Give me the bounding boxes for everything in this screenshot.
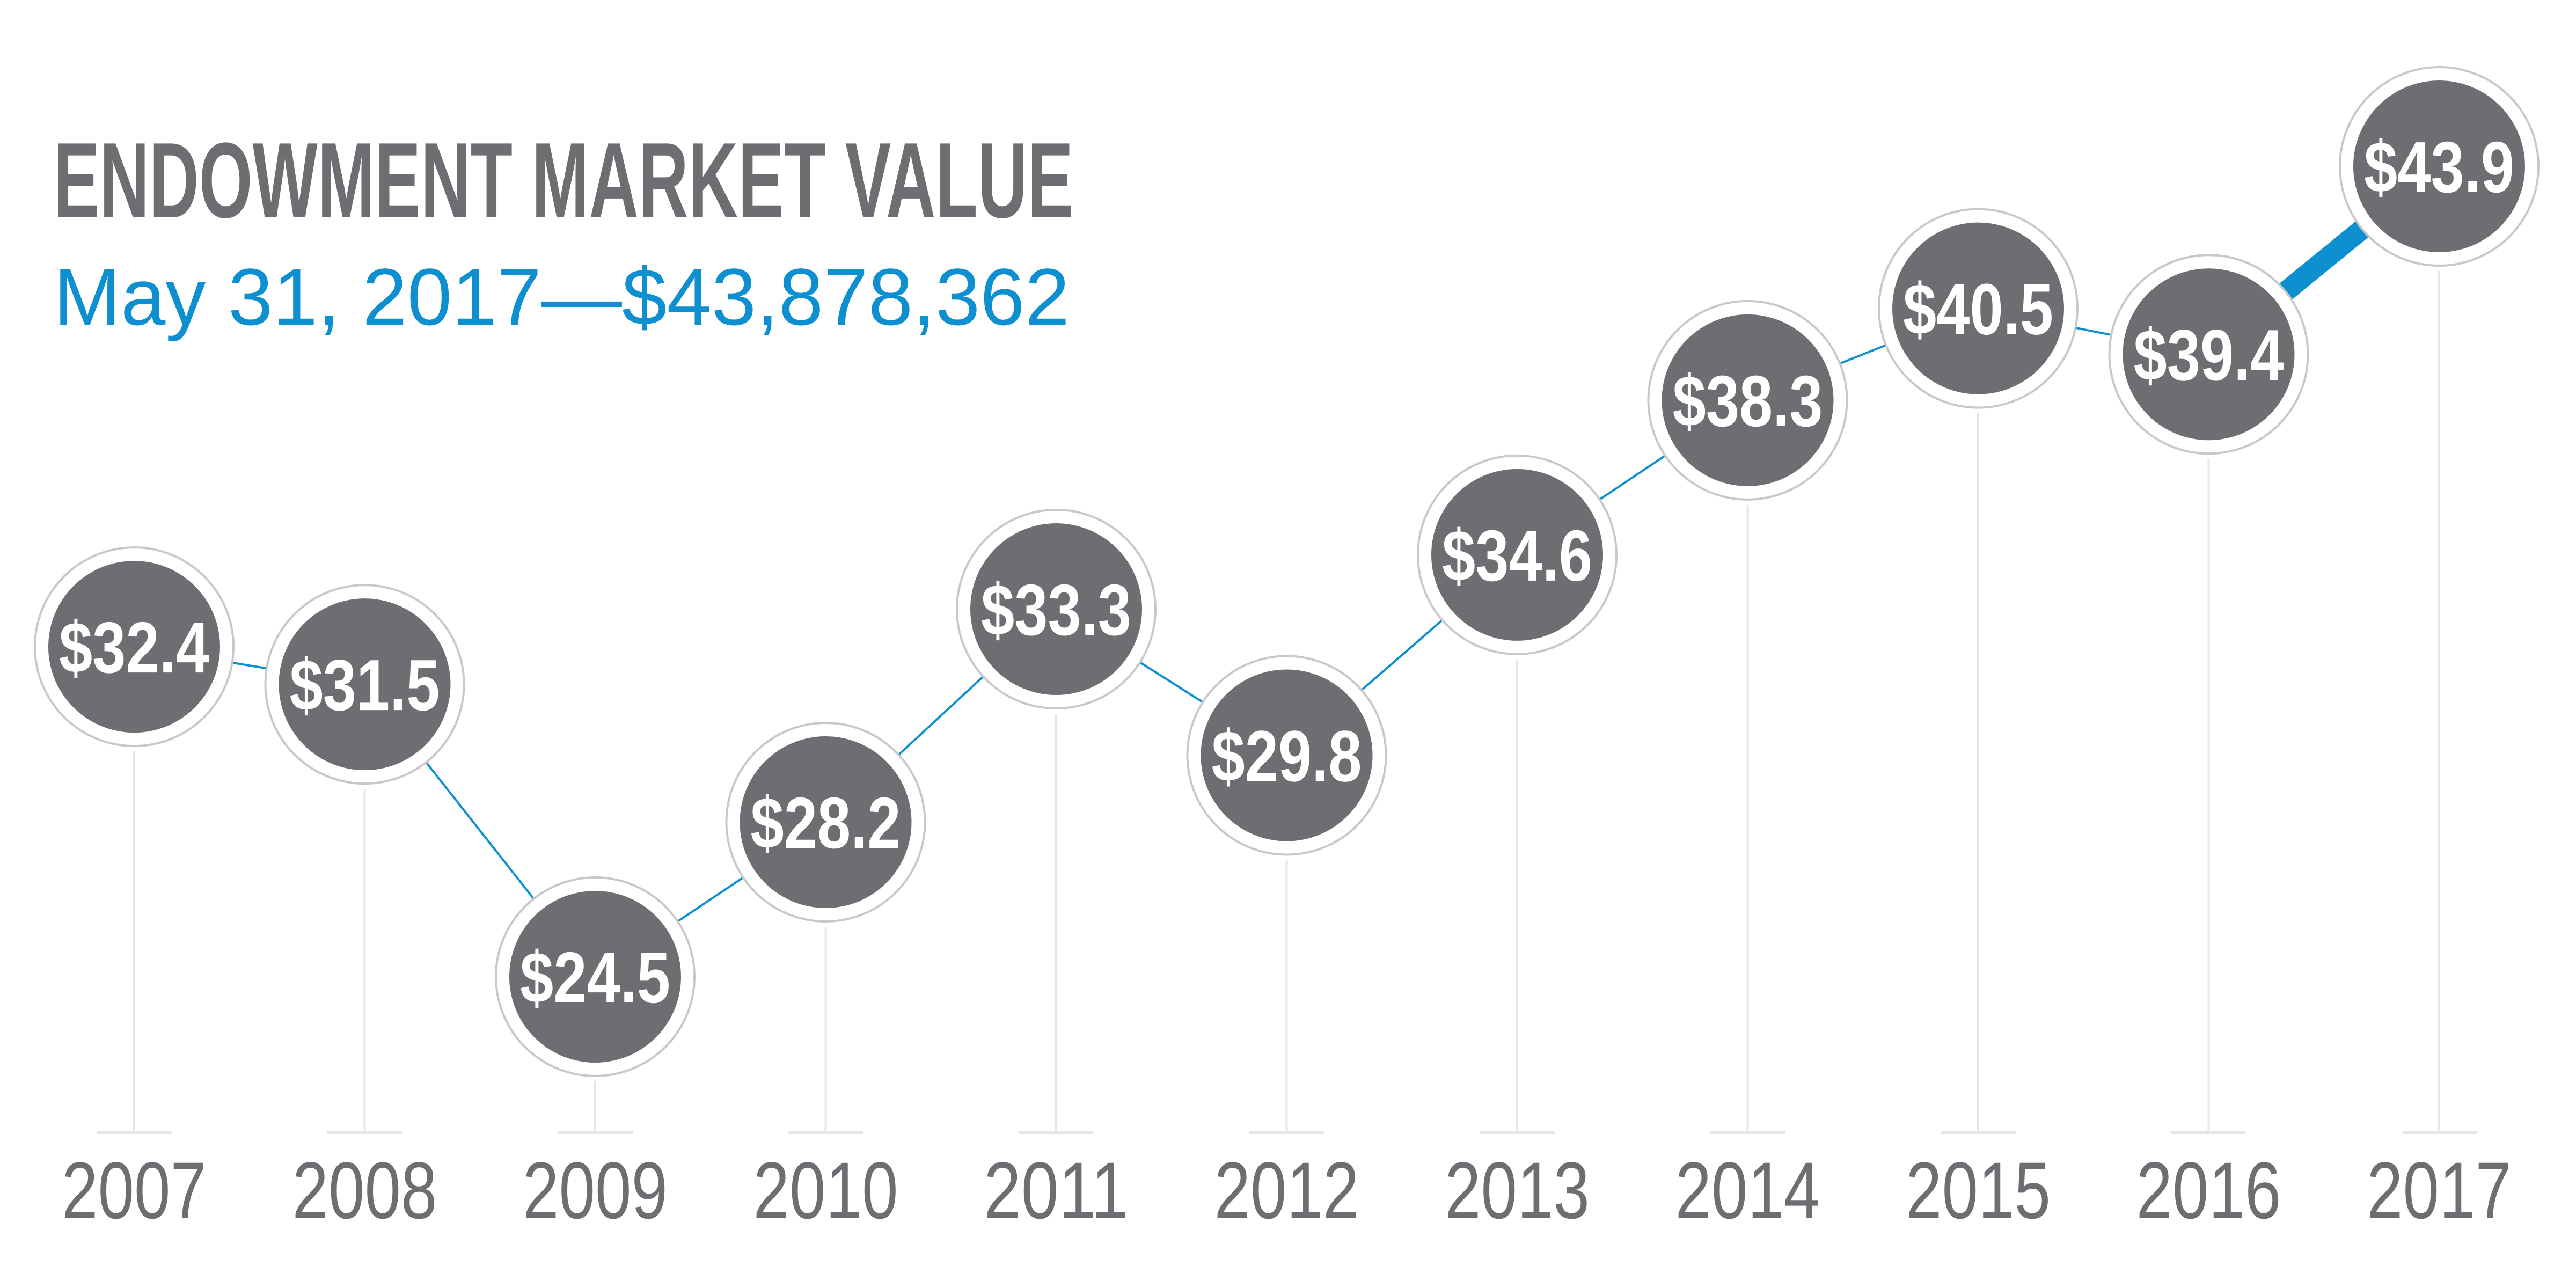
year-label-2007: 2007 [62, 1145, 207, 1235]
value-label-2013: $34.6 [1442, 515, 1592, 596]
value-label-2007: $32.4 [59, 607, 209, 688]
year-label-2010: 2010 [753, 1145, 898, 1235]
connector-2014-2015 [1839, 344, 1886, 365]
bubble-2011 [970, 523, 1142, 696]
connector-2015-2016 [2075, 326, 2112, 336]
value-label-2017: $43.9 [2364, 127, 2514, 208]
year-label-2013: 2013 [1445, 1145, 1590, 1235]
connector-2013-2014 [1599, 455, 1666, 501]
bubble-2013 [1431, 469, 1603, 641]
value-label-2009: $24.5 [520, 937, 670, 1018]
year-label-2015: 2015 [1906, 1145, 2051, 1235]
year-label-2016: 2016 [2136, 1145, 2281, 1235]
data-bubbles: $32.4 $31.5 $24.5 $28.2 $33.3 $29.8 $34.6 $38.3… [34, 66, 2540, 1077]
connector-2016-2017 [2279, 221, 2369, 300]
connector-2011-2012 [1139, 661, 1204, 704]
connector-2007-2008 [232, 661, 267, 670]
bubble-2014 [1662, 314, 1834, 486]
year-label-2014: 2014 [1675, 1145, 1820, 1235]
value-label-2015: $40.5 [1903, 269, 2053, 350]
year-label-2008: 2008 [292, 1145, 437, 1235]
year-label-2017: 2017 [2367, 1145, 2512, 1235]
value-label-2012: $29.8 [1212, 715, 1362, 796]
connector-2012-2013 [1360, 619, 1443, 691]
year-label-2009: 2009 [523, 1145, 668, 1235]
connector-2009-2010 [677, 876, 744, 923]
bubble-2010 [740, 736, 912, 909]
connector-lines [232, 221, 2369, 923]
value-label-2016: $39.4 [2134, 314, 2284, 396]
bubble-2008 [279, 598, 451, 771]
bubble-2009 [509, 891, 681, 1063]
bubble-2017 [2353, 80, 2525, 252]
bubble-2007 [48, 561, 220, 733]
chart-subtitle: May 31, 2017—$43,878,362 [54, 252, 1070, 342]
chart-title: ENDOWMENT MARKET VALUE [54, 121, 1073, 240]
connector-2008-2009 [425, 762, 535, 899]
stem-lines [97, 271, 2477, 1134]
year-label-2012: 2012 [1214, 1145, 1359, 1235]
year-axis-labels: 2007 2008 2009 2010 2011 2012 2013 2014 2015 2016… [62, 1145, 2512, 1235]
connector-2010-2011 [898, 676, 984, 756]
bubble-2016 [2123, 268, 2295, 441]
value-label-2011: $33.3 [981, 569, 1131, 650]
value-label-2008: $31.5 [290, 645, 440, 726]
bubble-2012 [1201, 669, 1373, 841]
bubble-2015 [1892, 222, 2064, 394]
value-label-2014: $38.3 [1673, 361, 1823, 442]
year-label-2011: 2011 [984, 1145, 1129, 1235]
value-label-2010: $28.2 [751, 782, 901, 863]
